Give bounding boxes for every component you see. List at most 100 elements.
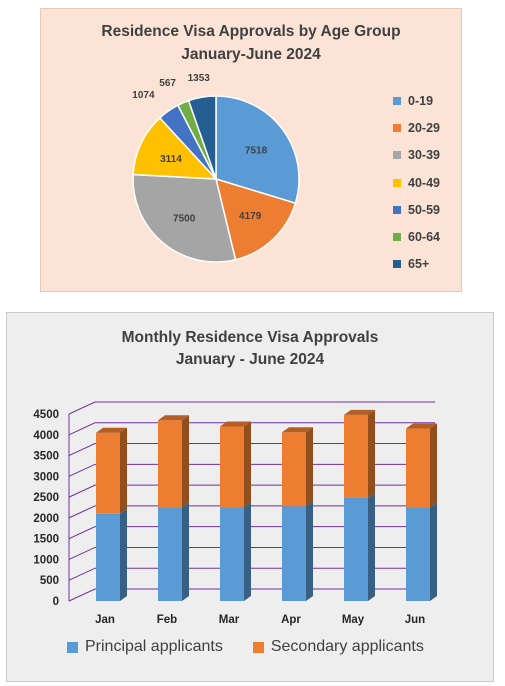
bar-side-principal-applicants-jan — [120, 508, 127, 601]
bar-secondary-applicants-apr — [282, 432, 306, 507]
y-tick-label: 0 — [53, 596, 59, 608]
y-tick-label: 4000 — [33, 430, 59, 442]
pie-legend-item-65: 65+ — [393, 251, 440, 278]
bar-secondary-applicants-mar — [220, 426, 244, 508]
pie-slice-0-19 — [215, 95, 300, 205]
gridline — [68, 401, 435, 415]
pie-data-label-65: 1353 — [188, 73, 211, 84]
pie-legend-item-40-49: 40-49 — [393, 169, 440, 196]
gridline — [68, 443, 435, 457]
pie-legend-item-50-59: 50-59 — [393, 196, 440, 223]
legend-label: Principal applicants — [85, 638, 223, 655]
x-tick-label-feb: Feb — [157, 614, 177, 626]
x-tick-label-mar: Mar — [219, 614, 240, 626]
bar-side-secondary-applicants-apr — [306, 427, 313, 507]
legend-label: Secondary applicants — [270, 638, 424, 655]
bar-legend-item-principal-applicants: Principal applicants — [67, 638, 223, 656]
bar-side-secondary-applicants-jan — [120, 427, 127, 514]
pie-chart-title: Residence Visa Approvals by Age Group — [101, 23, 401, 40]
gridline — [68, 422, 435, 436]
x-tick-label-jan: Jan — [95, 614, 115, 626]
gridline — [68, 567, 435, 581]
legend-swatch — [393, 205, 401, 214]
bar-side-principal-applicants-mar — [244, 502, 251, 601]
bar-top-jun — [406, 423, 437, 429]
gridline — [68, 484, 435, 498]
bar-principal-applicants-jan — [96, 513, 120, 601]
legend-swatch — [393, 178, 401, 187]
bar-principal-applicants-apr — [282, 506, 306, 601]
legend-swatch — [67, 641, 78, 653]
bar-side-principal-applicants-may — [368, 492, 375, 601]
bar-top-apr — [282, 427, 313, 433]
bar-side-secondary-applicants-feb — [182, 415, 189, 508]
legend-swatch — [393, 123, 401, 132]
y-tick-label: 4500 — [33, 409, 59, 421]
bar-secondary-applicants-feb — [158, 420, 182, 508]
bar-top-mar — [220, 421, 251, 427]
pie-data-label-30-39: 7500 — [173, 213, 196, 224]
bar-chart-title: Monthly Residence Visa Approvals — [121, 329, 379, 346]
x-tick-label-jun: Jun — [405, 614, 425, 626]
bar-legend-item-secondary-applicants: Secondary applicants — [252, 638, 424, 656]
legend-label: 65+ — [408, 257, 430, 272]
y-tick-label: 1500 — [33, 534, 59, 546]
legend-swatch — [252, 641, 264, 653]
bar-principal-applicants-feb — [158, 507, 182, 601]
legend-label: 30-39 — [408, 148, 440, 163]
y-tick-label: 2500 — [33, 492, 59, 504]
pie-chart: 7518 4179 7500 3114 1074 567 1353 — [132, 73, 300, 263]
gridline — [68, 526, 435, 540]
pie-data-label-0-19: 7518 — [245, 145, 268, 156]
y-tick-label: 3500 — [33, 451, 59, 463]
pie-slice-20-29 — [214, 177, 297, 261]
pie-data-label-60-64: 567 — [159, 78, 176, 89]
legend-swatch — [393, 151, 401, 160]
pie-legend-item-20-29: 20-29 — [393, 114, 440, 141]
monthly-chart-panel: Monthly Residence Visa Approvals January… — [6, 312, 494, 682]
bar-principal-applicants-jun — [406, 507, 430, 601]
pie-slice-65 — [187, 95, 217, 180]
pie-data-label-50-59: 1074 — [132, 90, 155, 101]
bar-chart-subtitle: January - June 2024 — [175, 351, 325, 368]
legend-label: 60-64 — [408, 230, 440, 245]
pie-data-label-20-29: 4179 — [239, 211, 262, 222]
y-tick-label: 2000 — [33, 513, 59, 525]
bar-top-feb — [158, 415, 189, 421]
legend-label: 40-49 — [408, 175, 440, 190]
bar-side-principal-applicants-jun — [430, 502, 437, 601]
pie-slice-30-39 — [132, 173, 237, 263]
bar-side-principal-applicants-feb — [182, 502, 189, 601]
gridline — [68, 463, 435, 477]
legend-label: 20-29 — [408, 120, 440, 135]
bar-secondary-applicants-jun — [406, 428, 430, 508]
bar-chart: 0 500 1000 1500 2000 2500 3000 3500 4000 4500 Jan F… — [33, 401, 437, 626]
pie-slice-40-49 — [132, 116, 218, 180]
y-tick-label: 3000 — [33, 471, 59, 483]
y-tick-label: 500 — [40, 575, 59, 587]
bar-principal-applicants-mar — [220, 507, 244, 601]
x-tick-label-apr: Apr — [281, 614, 301, 626]
gridline — [68, 505, 435, 519]
gridline — [68, 546, 435, 560]
bar-principal-applicants-may — [344, 497, 368, 601]
legend-label: 0-19 — [408, 93, 434, 108]
legend-swatch — [393, 96, 401, 105]
y-tick-label: 1000 — [33, 554, 59, 566]
legend-swatch — [393, 260, 401, 269]
pie-legend-item-60-64: 60-64 — [393, 223, 440, 250]
gridline — [68, 588, 435, 602]
x-tick-label-may: May — [342, 614, 365, 626]
legend-label: 50-59 — [408, 202, 440, 217]
bar-legend: Principal applicants Secondary applicants — [67, 638, 454, 656]
bar-side-secondary-applicants-may — [368, 409, 375, 498]
bar-side-secondary-applicants-jun — [430, 423, 437, 508]
bar-side-principal-applicants-apr — [306, 501, 313, 601]
pie-legend: 0-19 20-29 30-39 40-49 50-59 60-64 65+ — [393, 87, 440, 278]
pie-legend-item-30-39: 30-39 — [393, 142, 440, 169]
bar-top-may — [344, 409, 375, 415]
bar-side-secondary-applicants-mar — [244, 421, 251, 508]
bar-secondary-applicants-jan — [96, 432, 120, 514]
pie-legend-item-0-19: 0-19 — [393, 87, 440, 114]
legend-swatch — [393, 233, 401, 242]
